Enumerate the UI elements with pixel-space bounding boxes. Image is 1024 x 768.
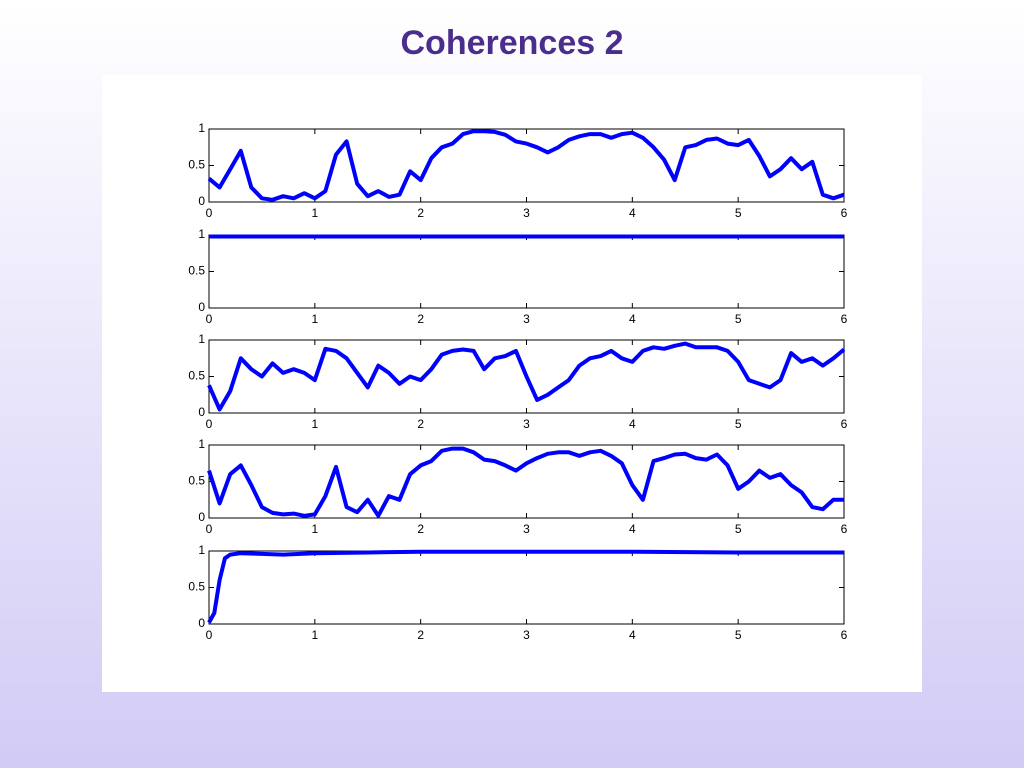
x-tick-label: 5 bbox=[735, 417, 742, 431]
x-tick-label: 6 bbox=[841, 628, 848, 642]
x-tick-label: 2 bbox=[417, 417, 424, 431]
x-tick-label: 6 bbox=[841, 312, 848, 326]
x-tick-label: 0 bbox=[206, 206, 213, 220]
x-tick-label: 1 bbox=[311, 312, 318, 326]
x-tick-label: 5 bbox=[735, 206, 742, 220]
x-tick-label: 4 bbox=[629, 628, 636, 642]
y-tick-label: 0 bbox=[198, 405, 205, 419]
y-tick-label: 0.5 bbox=[188, 264, 205, 278]
x-tick-label: 2 bbox=[417, 312, 424, 326]
x-tick-label: 3 bbox=[523, 417, 530, 431]
x-tick-label: 1 bbox=[311, 522, 318, 536]
data-line bbox=[207, 129, 845, 202]
data-line bbox=[207, 446, 844, 518]
x-tick-label: 4 bbox=[629, 312, 636, 326]
x-tick-label: 0 bbox=[206, 417, 213, 431]
x-tick-label: 5 bbox=[735, 312, 742, 326]
x-tick-label: 4 bbox=[629, 522, 636, 536]
slide-title: Coherences 2 bbox=[401, 24, 624, 62]
x-tick-label: 3 bbox=[523, 628, 530, 642]
x-tick-label: 3 bbox=[523, 312, 530, 326]
x-tick-label: 1 bbox=[311, 628, 318, 642]
y-tick-label: 0.5 bbox=[188, 474, 205, 488]
y-tick-label: 0.5 bbox=[188, 158, 205, 172]
x-tick-label: 2 bbox=[417, 522, 424, 536]
axes-box bbox=[208, 550, 845, 625]
y-tick-label: 0 bbox=[198, 616, 205, 630]
x-tick-label: 2 bbox=[417, 206, 424, 220]
axes-box bbox=[208, 128, 845, 203]
x-tick-label: 6 bbox=[841, 522, 848, 536]
y-tick-label: 1 bbox=[198, 332, 205, 346]
x-tick-label: 1 bbox=[311, 417, 318, 431]
x-tick-label: 6 bbox=[841, 417, 848, 431]
y-tick-label: 0.5 bbox=[188, 369, 205, 383]
x-tick-label: 6 bbox=[841, 206, 848, 220]
y-tick-label: 1 bbox=[198, 437, 205, 451]
y-tick-label: 1 bbox=[198, 121, 205, 135]
x-tick-label: 0 bbox=[206, 522, 213, 536]
x-tick-label: 0 bbox=[206, 312, 213, 326]
x-tick-label: 5 bbox=[735, 522, 742, 536]
axes-box bbox=[208, 234, 845, 309]
x-tick-label: 3 bbox=[523, 206, 530, 220]
y-tick-label: 0.5 bbox=[188, 580, 205, 594]
data-line bbox=[207, 341, 846, 412]
data-line bbox=[207, 549, 844, 624]
y-tick-label: 1 bbox=[198, 227, 205, 241]
x-tick-label: 3 bbox=[523, 522, 530, 536]
x-tick-label: 4 bbox=[629, 206, 636, 220]
y-tick-label: 1 bbox=[198, 543, 205, 557]
y-tick-label: 0 bbox=[198, 300, 205, 314]
axes-box bbox=[208, 444, 845, 519]
x-tick-label: 1 bbox=[311, 206, 318, 220]
y-tick-label: 0 bbox=[198, 510, 205, 524]
x-tick-label: 4 bbox=[629, 417, 636, 431]
x-tick-label: 2 bbox=[417, 628, 424, 642]
x-tick-label: 0 bbox=[206, 628, 213, 642]
y-tick-label: 0 bbox=[198, 194, 205, 208]
x-tick-label: 5 bbox=[735, 628, 742, 642]
